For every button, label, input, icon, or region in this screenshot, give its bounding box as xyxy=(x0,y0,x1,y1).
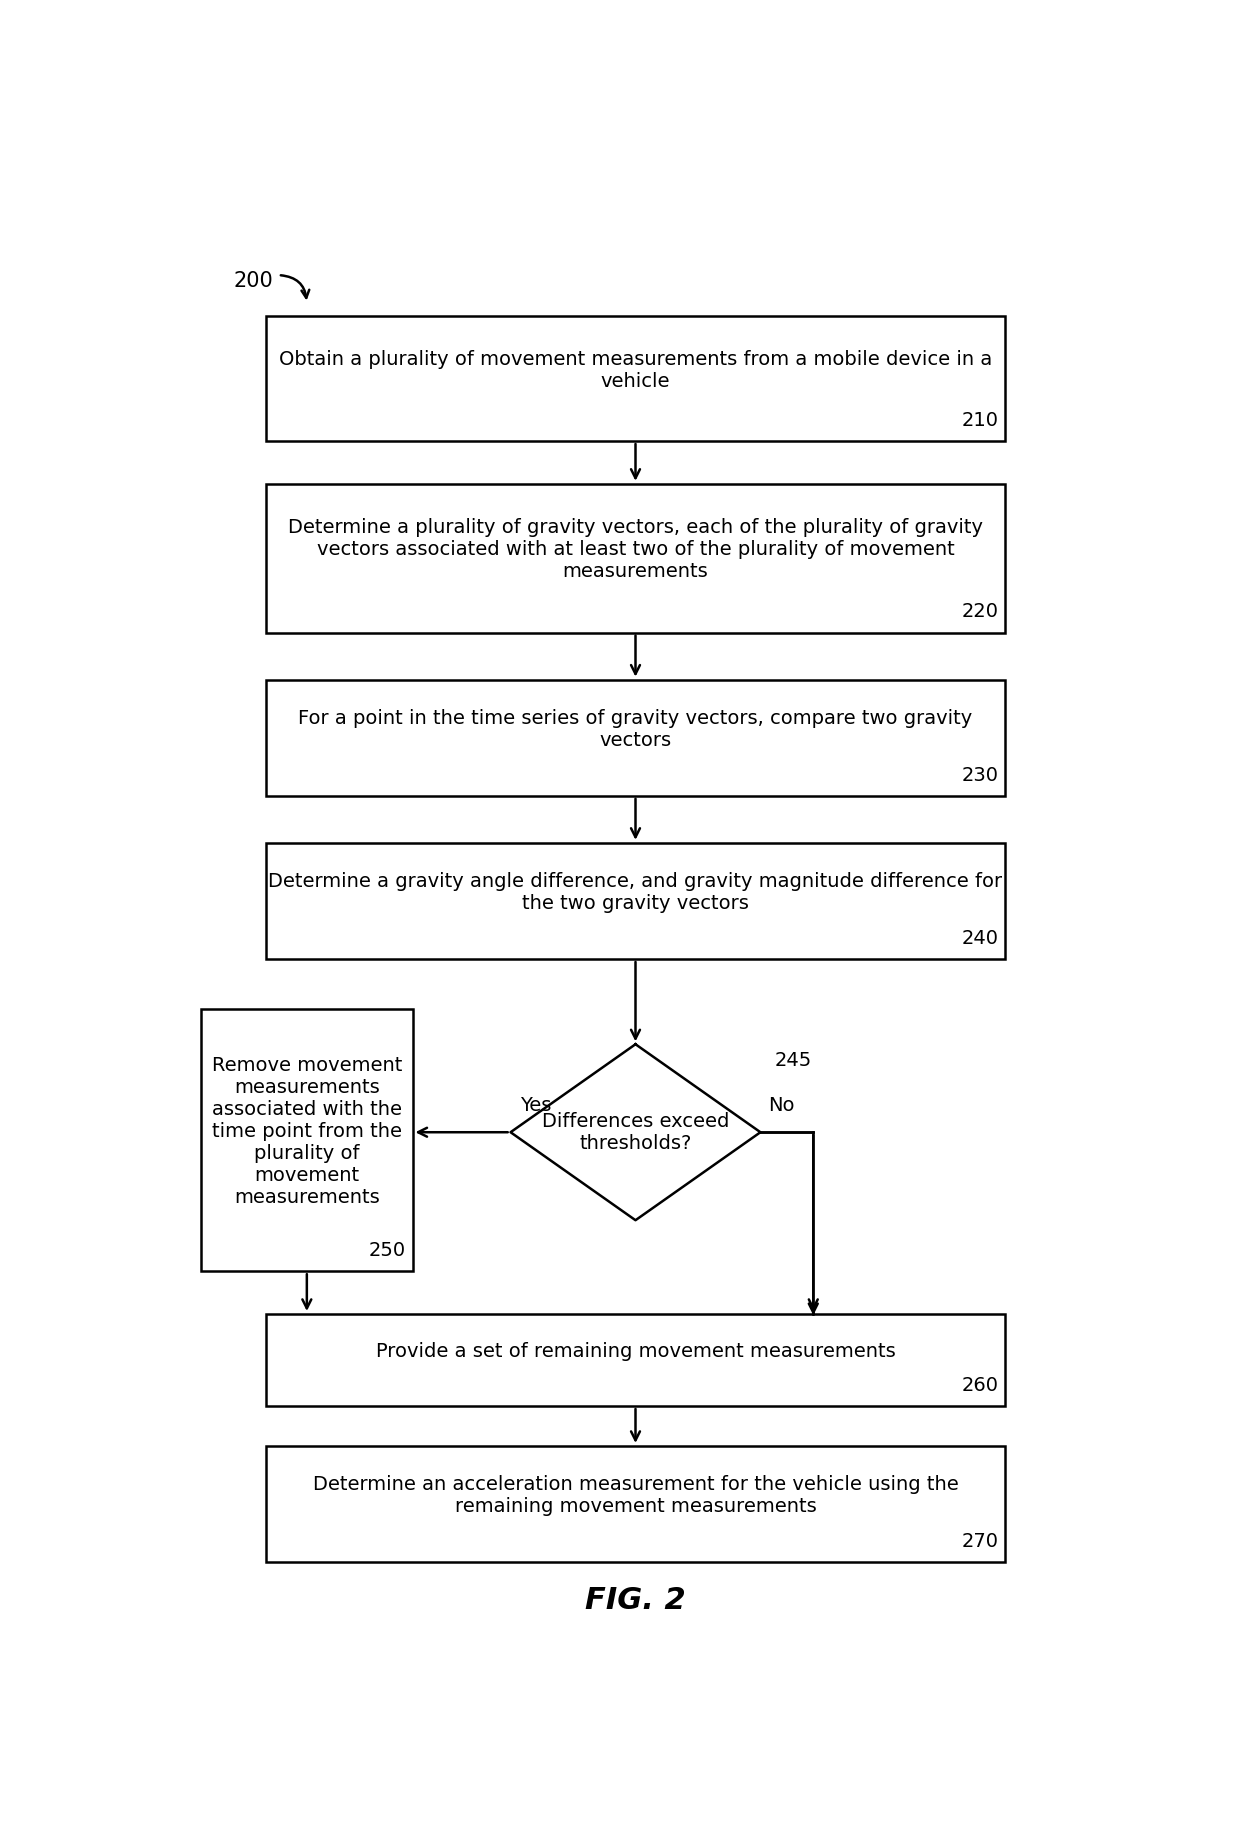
Text: 250: 250 xyxy=(368,1240,405,1261)
Text: Remove movement
measurements
associated with the
time point from the
plurality o: Remove movement measurements associated … xyxy=(212,1056,402,1207)
FancyArrowPatch shape xyxy=(280,275,309,299)
Text: 270: 270 xyxy=(962,1532,998,1550)
Text: 245: 245 xyxy=(775,1051,812,1071)
Text: Determine a gravity angle difference, and gravity magnitude difference for
the t: Determine a gravity angle difference, an… xyxy=(268,872,1003,912)
Text: 210: 210 xyxy=(962,411,998,429)
Bar xyxy=(265,317,1006,440)
Bar xyxy=(265,680,1006,796)
Text: Determine an acceleration measurement for the vehicle using the
remaining moveme: Determine an acceleration measurement fo… xyxy=(312,1474,959,1517)
Bar xyxy=(265,1314,1006,1406)
Text: 260: 260 xyxy=(962,1375,998,1395)
Text: No: No xyxy=(768,1097,795,1115)
Text: Differences exceed
thresholds?: Differences exceed thresholds? xyxy=(542,1111,729,1152)
Text: FIG. 2: FIG. 2 xyxy=(585,1585,686,1614)
Bar xyxy=(265,1447,1006,1563)
Text: Determine a plurality of gravity vectors, each of the plurality of gravity
vecto: Determine a plurality of gravity vectors… xyxy=(288,518,983,581)
Bar xyxy=(265,842,1006,958)
Text: For a point in the time series of gravity vectors, compare two gravity
vectors: For a point in the time series of gravit… xyxy=(299,710,972,750)
Text: 200: 200 xyxy=(234,271,274,291)
Text: Yes: Yes xyxy=(521,1097,552,1115)
Text: Obtain a plurality of movement measurements from a mobile device in a
vehicle: Obtain a plurality of movement measureme… xyxy=(279,350,992,391)
Text: 240: 240 xyxy=(962,929,998,947)
Text: 220: 220 xyxy=(962,603,998,621)
Text: Provide a set of remaining movement measurements: Provide a set of remaining movement meas… xyxy=(376,1342,895,1360)
Bar xyxy=(201,1008,413,1272)
Bar xyxy=(265,483,1006,632)
Text: 230: 230 xyxy=(962,765,998,785)
